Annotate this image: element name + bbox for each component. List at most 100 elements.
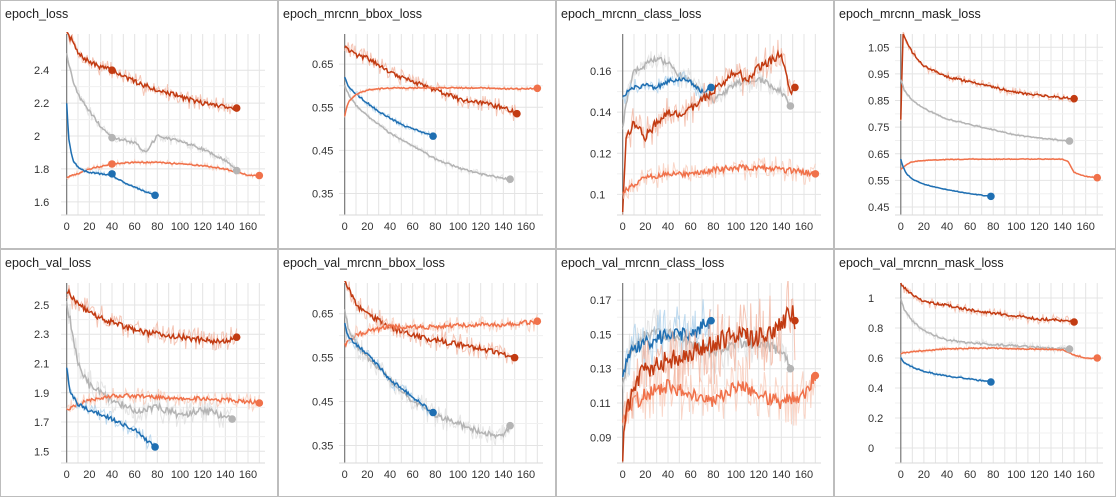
- chart-title: epoch_val_mrcnn_bbox_loss: [283, 256, 445, 270]
- x-tick-label: 100: [1007, 221, 1025, 233]
- chart-svg: 0 20 40 60 80 100 120 140 160 0.35 0.45 0.55 0.65: [312, 281, 543, 481]
- gridlines: [895, 34, 1103, 215]
- series-end-marker: [255, 399, 264, 407]
- y-tick-label: 1: [868, 293, 874, 305]
- chart-svg: 0 20 40 60 80 100 120 140 160 1.5 1.7 1.9 2.1 2.3 2.5: [34, 283, 265, 481]
- y-tick-label: 0.1: [590, 189, 605, 201]
- y-tick-label: 2.4: [34, 65, 49, 77]
- series-line: [65, 52, 238, 173]
- y-tick-label: 0.45: [868, 202, 889, 214]
- series-raw-line: [900, 158, 992, 198]
- series-raw-line: [622, 156, 816, 200]
- series-end-marker: [791, 83, 799, 92]
- y-tick-label: 0.17: [590, 295, 611, 307]
- x-tick-label: 60: [129, 221, 141, 233]
- x-tick-label: 0: [898, 469, 904, 481]
- x-tick-label: 160: [517, 469, 535, 481]
- chart-panel: epoch_val_loss 0 20 40 60 80 100 120 140 160 1.5 1.…: [0, 249, 278, 497]
- series-end-marker: [506, 421, 514, 430]
- series-line: [343, 322, 434, 415]
- y-tick-label: 0.55: [312, 102, 333, 114]
- series-raw-line: [66, 285, 238, 351]
- chart-panel: epoch_loss 0 20 40 60 80 100 120 140 160 1.6 1.8 2 2.…: [0, 0, 278, 249]
- y-tick-label: 0.85: [868, 96, 889, 108]
- x-tick-label: 60: [964, 221, 976, 233]
- chart-svg: 0 20 40 60 80 100 120 140 160 1.6 1.8 2 2.2 2.4: [34, 32, 265, 233]
- x-tick-label: 80: [429, 221, 441, 233]
- y-tick-label: 2.3: [34, 329, 49, 341]
- chart-panel: epoch_val_mrcnn_class_loss 0 20 40 60 80 100 12…: [556, 249, 834, 497]
- series-end-marker: [786, 102, 795, 110]
- series-end-marker: [255, 171, 264, 180]
- y-tick-label: 1.5: [34, 446, 49, 458]
- x-tick-label: 80: [151, 221, 163, 233]
- series-end-marker: [429, 408, 437, 417]
- x-tick-label: 40: [384, 221, 396, 233]
- x-tick-label: 160: [795, 221, 813, 233]
- y-tick-label: 1.7: [34, 417, 49, 429]
- x-tick-label: 140: [216, 469, 234, 481]
- series-line: [900, 298, 1070, 351]
- x-tick-label: 140: [1053, 221, 1071, 233]
- series-end-marker: [1093, 173, 1102, 182]
- chart-title: epoch_mrcnn_bbox_loss: [283, 7, 422, 21]
- x-tick-label: 20: [83, 469, 95, 481]
- series-line: [900, 158, 1098, 179]
- x-tick-label: 120: [1030, 221, 1048, 233]
- series-line: [621, 305, 796, 462]
- x-tick-label: 120: [1030, 469, 1048, 481]
- series-end-marker: [791, 316, 799, 325]
- chart-panel: epoch_mrcnn_class_loss 0 20 40 60 80 100 120 140…: [556, 0, 834, 249]
- y-tick-label: 0.4: [868, 383, 883, 395]
- x-tick-label: 160: [795, 469, 813, 481]
- series-end-marker: [811, 170, 820, 178]
- series-end-marker: [510, 353, 519, 362]
- x-tick-label: 140: [1053, 469, 1071, 481]
- x-tick-label: 20: [918, 469, 930, 481]
- series-line: [621, 318, 712, 378]
- series-end-marker: [429, 132, 437, 140]
- y-tick-label: 0.45: [312, 145, 333, 157]
- x-tick-label: 120: [193, 469, 211, 481]
- x-tick-label: 0: [898, 221, 904, 233]
- x-tick-label: 120: [471, 221, 489, 233]
- x-tick-label: 120: [749, 469, 767, 481]
- x-tick-label: 0: [342, 469, 348, 481]
- x-tick-label: 120: [193, 221, 211, 233]
- x-tick-label: 100: [449, 469, 467, 481]
- y-tick-label: 0.09: [590, 432, 611, 444]
- series-group: [343, 281, 538, 446]
- series-line: [65, 301, 233, 420]
- x-tick-label: 140: [494, 469, 512, 481]
- y-tick-label: 0.95: [868, 69, 889, 81]
- chart-title: epoch_val_loss: [5, 256, 92, 270]
- series-line: [900, 282, 1075, 324]
- x-tick-label: 60: [129, 469, 141, 481]
- x-tick-label: 140: [772, 469, 790, 481]
- series-hover-marker: [108, 170, 116, 178]
- x-tick-label: 0: [620, 469, 626, 481]
- series-raw-line: [622, 281, 796, 463]
- series-end-marker: [707, 83, 715, 92]
- x-tick-label: 140: [494, 221, 512, 233]
- y-tick-label: 0.13: [590, 364, 611, 376]
- series-end-marker: [533, 84, 542, 93]
- y-tick-label: 0.45: [312, 397, 333, 409]
- series-line: [900, 357, 992, 383]
- y-tick-label: 0.75: [868, 122, 889, 134]
- series-end-marker: [987, 192, 995, 201]
- y-tick-label: 0.16: [590, 66, 611, 78]
- series-group: [900, 282, 1098, 383]
- y-tick-label: 1.8: [34, 164, 49, 176]
- x-tick-label: 40: [662, 469, 674, 481]
- series-end-marker: [232, 166, 241, 175]
- y-tick-label: 1.6: [34, 197, 49, 209]
- x-tick-label: 40: [941, 221, 953, 233]
- series-end-marker: [1065, 345, 1074, 353]
- gridlines: [61, 283, 265, 463]
- series-hover-marker: [108, 133, 116, 142]
- y-tick-label: 2.2: [34, 98, 49, 110]
- series-group: [621, 39, 816, 215]
- series-end-marker: [786, 364, 795, 373]
- x-tick-label: 80: [707, 469, 719, 481]
